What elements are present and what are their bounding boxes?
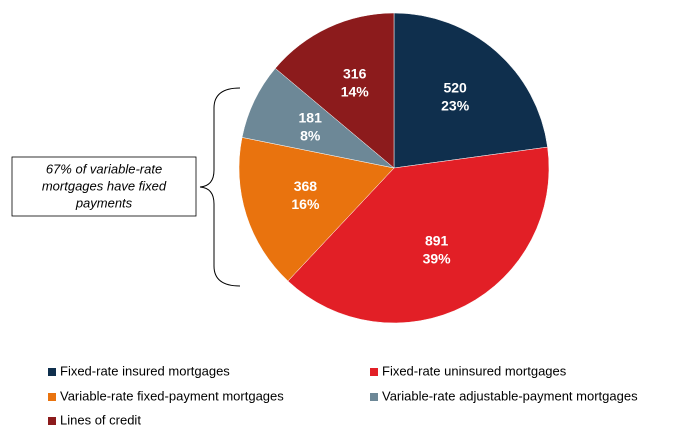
pie-slice: [238, 137, 395, 282]
share-label: 16%: [291, 196, 320, 212]
brace: [199, 87, 241, 287]
legend-swatch: [370, 393, 378, 401]
legend-swatch: [48, 368, 56, 376]
annotation: mortgages have fixed: [42, 178, 167, 193]
share-label: 8%: [300, 127, 321, 143]
legend-label: Variable-rate fixed-payment mortgages: [60, 388, 284, 403]
share-label: 39%: [423, 250, 452, 266]
annotation: payments: [75, 195, 133, 210]
share-label: 14%: [341, 83, 370, 99]
legend-swatch: [48, 417, 56, 425]
legend-swatch: [48, 393, 56, 401]
value-label: 181: [299, 109, 323, 125]
share-label: 23%: [441, 98, 470, 114]
value-label: 368: [294, 178, 318, 194]
pie-slice: [274, 12, 395, 169]
value-label: 891: [425, 232, 449, 248]
pie-slice: [393, 12, 548, 169]
value-label: 520: [443, 80, 467, 96]
pie-slice: [287, 146, 550, 324]
annotation: 67% of variable-rate: [46, 161, 162, 176]
annotation-box: [11, 156, 197, 217]
legend-label: Lines of credit: [60, 412, 141, 427]
legend-label: Fixed-rate insured mortgages: [60, 363, 230, 378]
legend-label: Fixed-rate uninsured mortgages: [382, 363, 567, 378]
legend-swatch: [370, 368, 378, 376]
legend-label: Variable-rate adjustable-payment mortgag…: [382, 388, 638, 403]
value-label: 316: [343, 65, 367, 81]
